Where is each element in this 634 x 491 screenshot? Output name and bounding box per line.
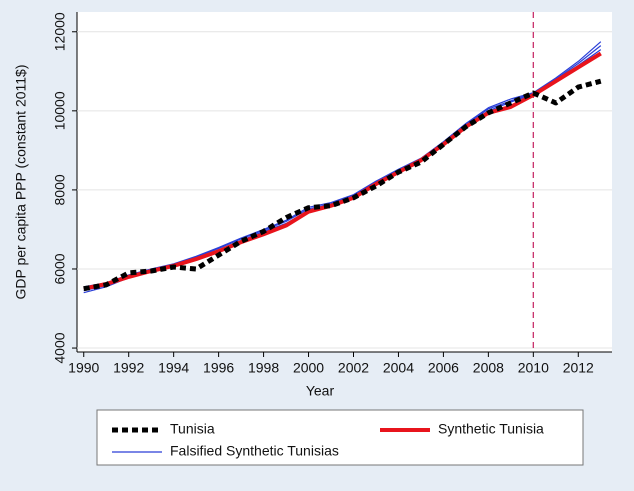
- y-tick-label: 10000: [52, 91, 68, 130]
- x-tick-label: 2006: [428, 360, 459, 376]
- x-tick-label: 2012: [563, 360, 594, 376]
- legend-label: Synthetic Tunisia: [438, 421, 544, 437]
- x-tick-label: 1992: [113, 360, 144, 376]
- legend-label: Tunisia: [170, 421, 215, 437]
- x-axis-title: Year: [306, 383, 335, 399]
- y-axis-title: GDP per capita PPP (constant 2011$): [13, 64, 29, 299]
- x-tick-label: 1998: [248, 360, 279, 376]
- y-tick-label: 6000: [52, 253, 68, 284]
- y-tick-label: 12000: [52, 12, 68, 51]
- legend-box: [96, 409, 584, 466]
- x-tick-label: 2004: [383, 360, 414, 376]
- x-tick-label: 1996: [203, 360, 234, 376]
- legend-label: Falsified Synthetic Tunisias: [170, 443, 339, 459]
- plot-area: [77, 12, 612, 352]
- y-tick-label: 8000: [52, 174, 68, 205]
- y-tick-label: 4000: [52, 332, 68, 363]
- x-tick-label: 2010: [518, 360, 549, 376]
- x-tick-label: 1990: [68, 360, 99, 376]
- x-tick-label: 2000: [293, 360, 324, 376]
- x-tick-label: 1994: [158, 360, 189, 376]
- x-tick-label: 2002: [338, 360, 369, 376]
- x-tick-label: 2008: [473, 360, 504, 376]
